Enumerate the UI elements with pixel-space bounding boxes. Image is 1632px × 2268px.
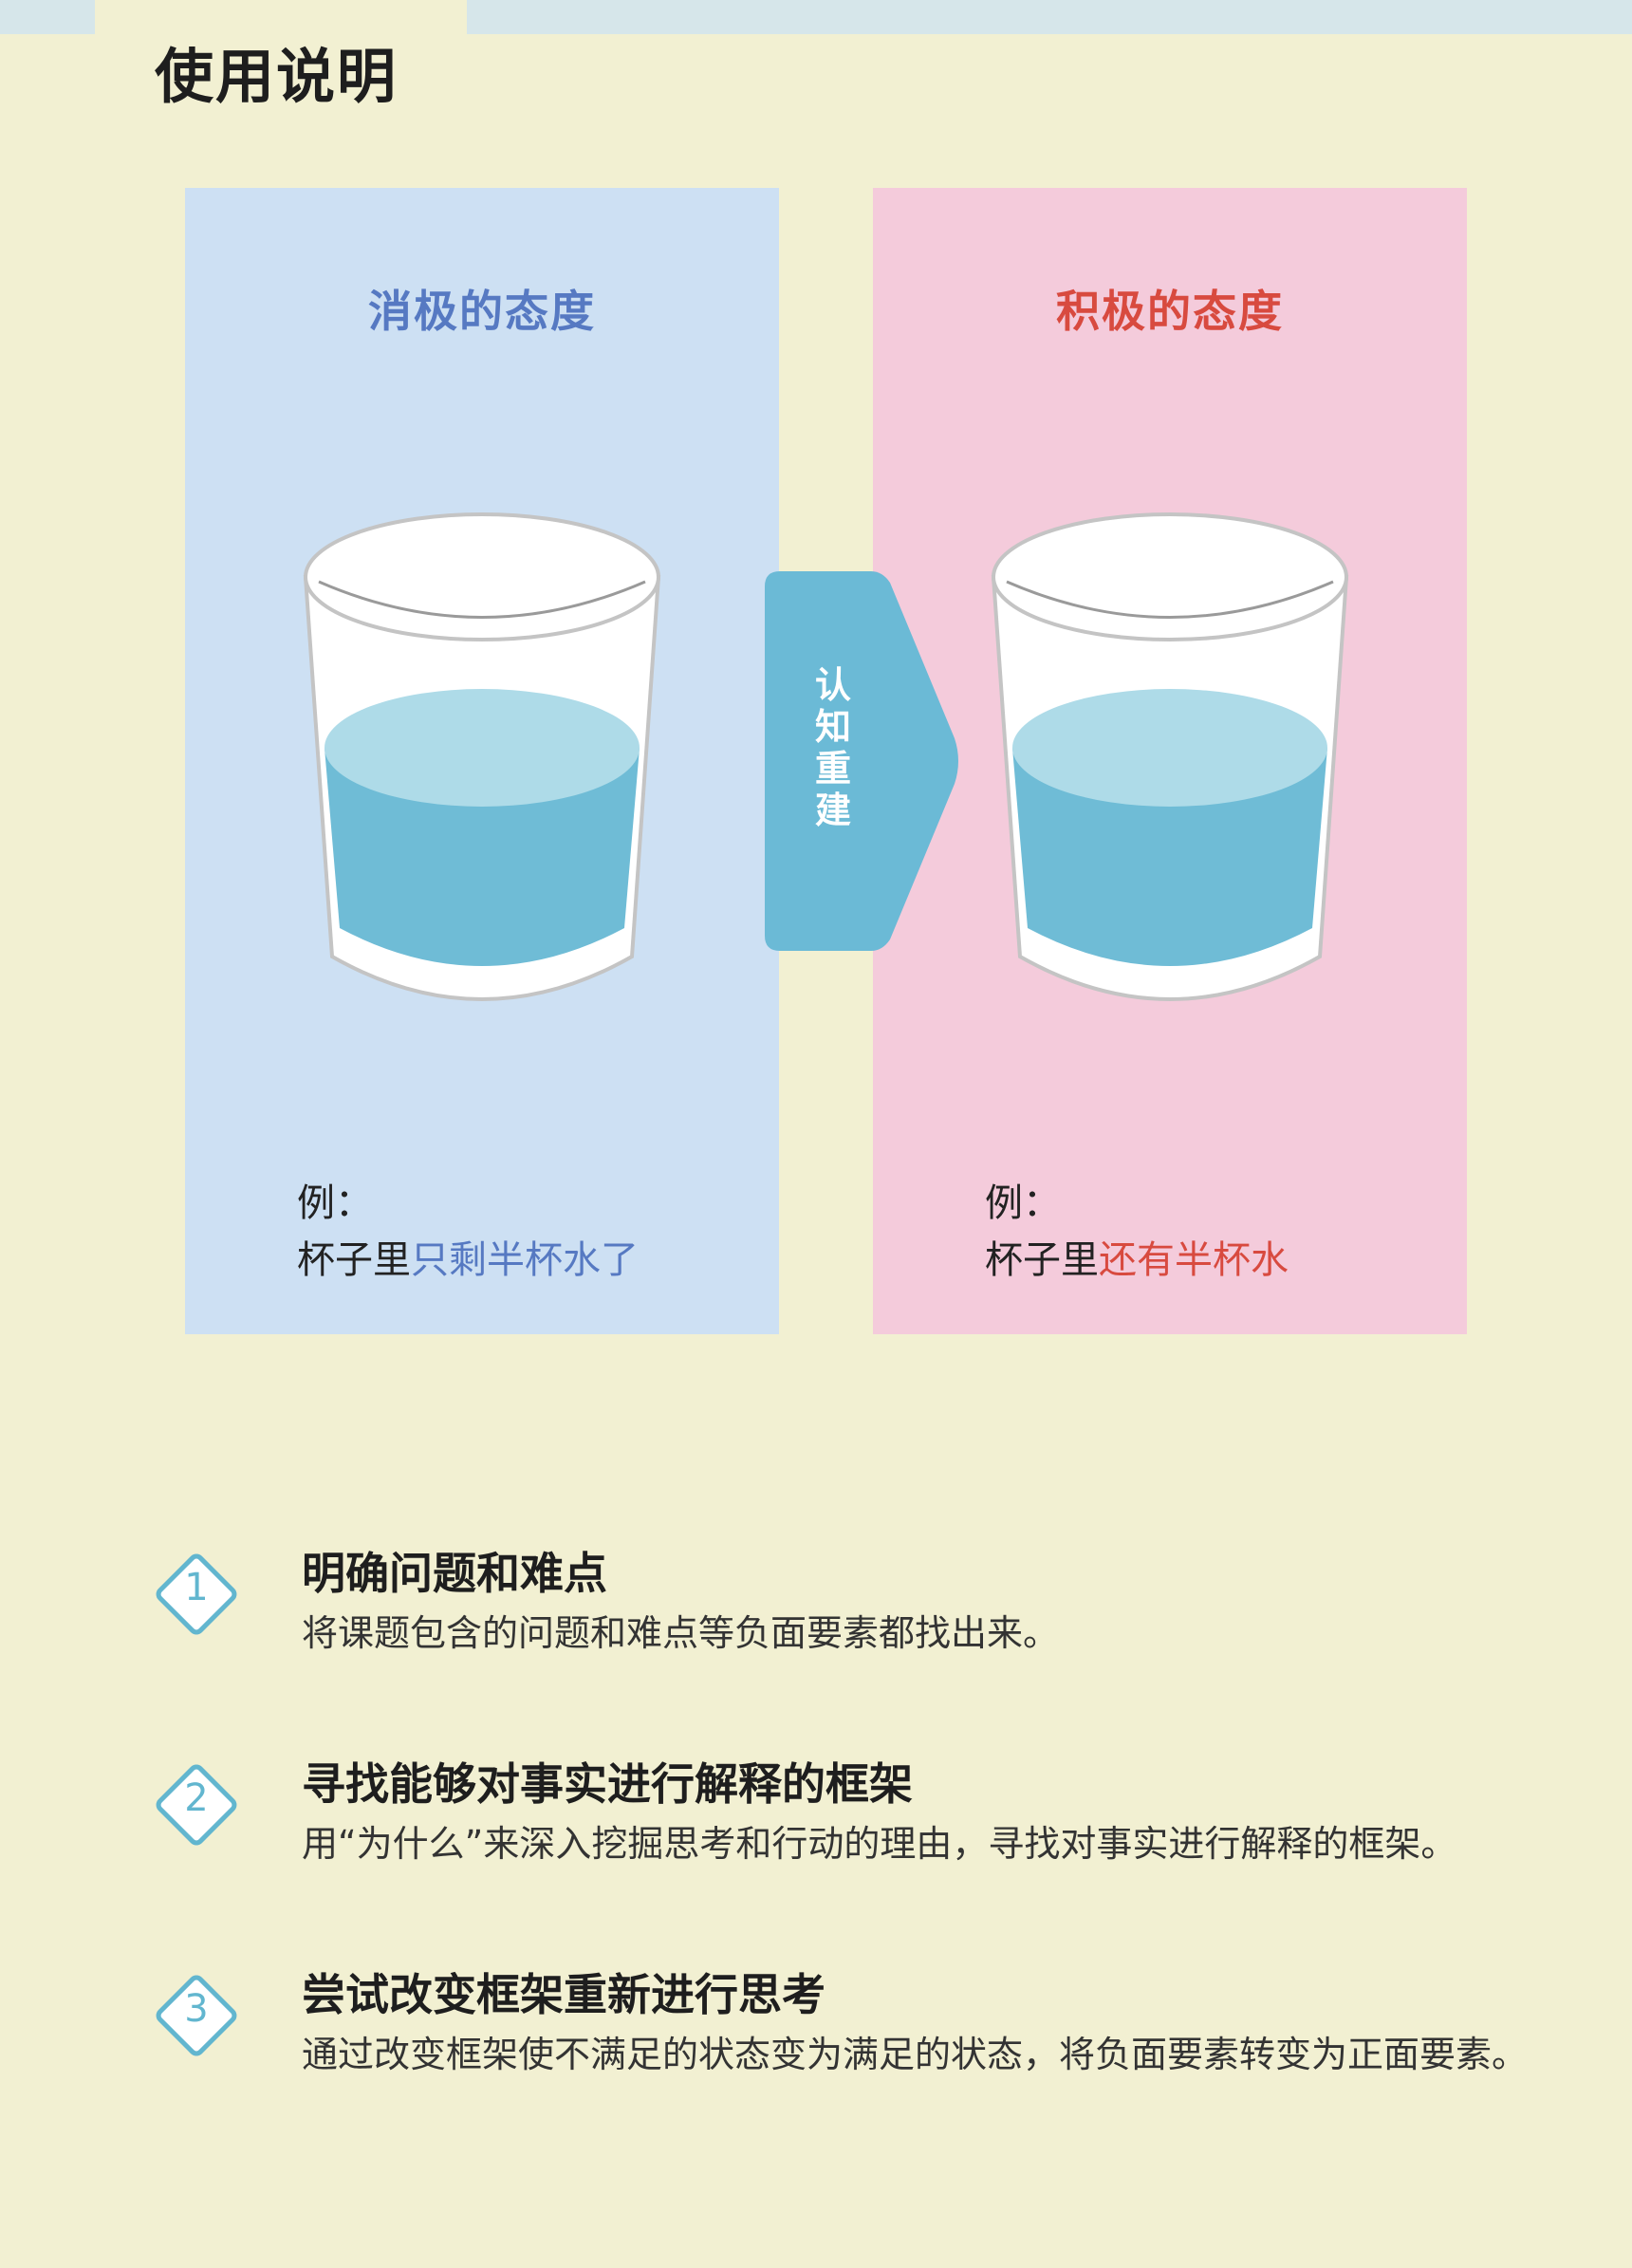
step-3: 3 尝试改变框架重新进行思考 通过改变框架使不满足的状态变为满足的状态，将负面要… (147, 1966, 1570, 2109)
step-2: 2 寻找能够对事实进行解释的框架 用“为什么”来深入挖掘思考和行动的理由，寻找对… (147, 1756, 1570, 1898)
glass-of-water-icon (991, 512, 1349, 1001)
negative-example-prefix: 杯子里 (297, 1238, 411, 1282)
positive-example-highlight: 还有半杯水 (1099, 1238, 1289, 1282)
negative-example-sentence: 杯子里只剩半杯水了 (297, 1232, 639, 1289)
arrow-right-icon (765, 571, 958, 951)
step-title: 明确问题和难点 (302, 1548, 607, 1599)
step-description: 通过改变框架使不满足的状态变为满足的状态，将负面要素转变为正面要素。 (302, 2034, 1529, 2075)
step-title: 寻找能够对事实进行解释的框架 (302, 1758, 913, 1810)
top-bar-right (467, 0, 1632, 34)
step-number: 3 (184, 1987, 209, 2031)
positive-attitude-panel: 积极的态度 例： 杯子里还有半杯水 (873, 188, 1467, 1334)
step-title: 尝试改变框架重新进行思考 (302, 1969, 825, 2020)
reframe-char: 认 (814, 664, 851, 706)
diamond-number-icon (156, 1764, 237, 1846)
positive-example-sentence: 杯子里还有半杯水 (985, 1232, 1289, 1289)
negative-example-highlight: 只剩半杯水了 (411, 1238, 639, 1282)
reframe-label: 认 知 重 建 (805, 664, 862, 831)
positive-example: 例： 杯子里还有半杯水 (985, 1175, 1289, 1289)
step-number: 1 (184, 1566, 209, 1609)
negative-heading: 消极的态度 (368, 286, 596, 337)
negative-example-label: 例： (297, 1181, 373, 1225)
reframe-char: 知 (814, 706, 851, 748)
positive-example-prefix: 杯子里 (985, 1238, 1099, 1282)
positive-example-label: 例： (985, 1181, 1061, 1225)
negative-example: 例： 杯子里只剩半杯水了 (297, 1175, 639, 1289)
page-title: 使用说明 (155, 42, 399, 111)
positive-heading: 积极的态度 (1056, 286, 1284, 337)
step-number: 2 (184, 1776, 209, 1820)
negative-attitude-panel: 消极的态度 例： 杯子里只剩半杯水了 (185, 188, 779, 1334)
step-description: 将课题包含的问题和难点等负面要素都找出来。 (302, 1612, 1060, 1654)
diamond-number-icon (156, 1553, 237, 1635)
top-bar-left (0, 0, 95, 34)
step-1: 1 明确问题和难点 将课题包含的问题和难点等负面要素都找出来。 (147, 1545, 1570, 1687)
reframe-char: 重 (814, 748, 851, 790)
reframe-char: 建 (814, 790, 851, 831)
glass-of-water-icon (303, 512, 661, 1001)
step-description: 用“为什么”来深入挖掘思考和行动的理由，寻找对事实进行解释的框架。 (302, 1823, 1457, 1865)
diamond-number-icon (156, 1975, 237, 2056)
